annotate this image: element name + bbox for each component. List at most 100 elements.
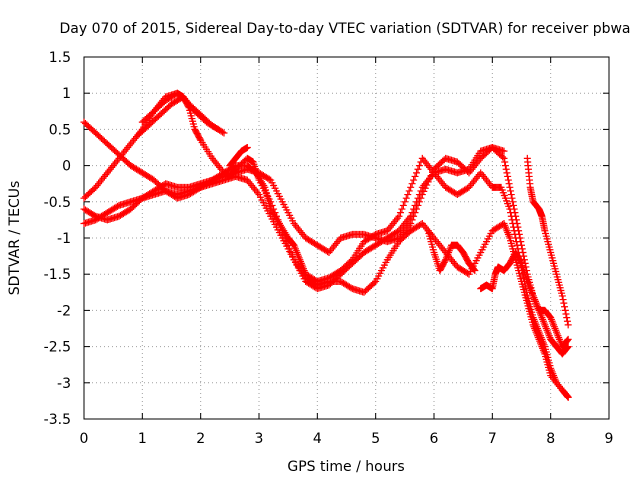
y-tick-label: -3.5 [44, 412, 71, 428]
data-point [510, 205, 518, 213]
data-point [518, 241, 525, 249]
y-tick-label: -2 [57, 303, 71, 319]
data-point [562, 310, 570, 318]
data-point [407, 183, 415, 191]
data-point [408, 180, 416, 188]
y-tick-label: -3 [57, 376, 71, 392]
data-point [196, 135, 204, 143]
data-point [410, 176, 418, 184]
data-point [513, 220, 521, 228]
data-point [517, 238, 525, 246]
data-point [398, 205, 406, 213]
data-point [404, 191, 412, 199]
tick-marks [83, 56, 610, 420]
series-trace-g [226, 144, 251, 170]
y-axis-label: SDTVAR / TECUs [7, 181, 23, 296]
data-point [519, 248, 527, 256]
data-point [408, 209, 416, 217]
x-tick-label: 8 [546, 431, 555, 447]
data-point [407, 212, 415, 220]
data-point [564, 343, 572, 351]
data-point [561, 306, 569, 314]
data-point [564, 335, 572, 343]
data-point [512, 216, 520, 224]
data-point [564, 393, 572, 401]
data-point [504, 172, 512, 180]
data-point [219, 128, 227, 136]
data-point [500, 154, 508, 162]
data-point [268, 201, 276, 209]
series-trace-i [477, 248, 572, 358]
data-point [499, 153, 507, 161]
chart-title: Day 070 of 2015, Sidereal Day-to-day VTE… [59, 21, 630, 37]
data-point [414, 194, 422, 202]
y-tick-label: -2.5 [44, 340, 71, 356]
data-point [405, 187, 413, 195]
data-point [243, 144, 251, 151]
data-point [505, 180, 513, 188]
data-point [501, 162, 509, 170]
data-point [396, 209, 404, 217]
data-point [274, 216, 282, 224]
data-point [563, 344, 571, 352]
series-trace-a [80, 118, 572, 401]
x-tick-label: 7 [488, 431, 497, 447]
data-point [220, 129, 228, 137]
data-point [563, 314, 571, 322]
data-point [518, 245, 526, 253]
y-tick-label: 0 [62, 159, 71, 175]
data-point [271, 209, 279, 217]
data-point [214, 125, 222, 133]
data-point [275, 220, 283, 228]
data-point [507, 187, 515, 195]
data-point [509, 198, 517, 206]
data-point [265, 175, 273, 183]
data-point [508, 194, 516, 202]
data-point [502, 165, 510, 173]
data-point [512, 212, 520, 220]
data-point [516, 234, 524, 242]
data-point [402, 194, 410, 202]
data-point [415, 191, 423, 199]
data-point [395, 212, 403, 220]
x-tick-label: 4 [313, 431, 322, 447]
x-tick-label: 5 [371, 431, 380, 447]
x-tick-label: 9 [605, 431, 614, 447]
data-point [413, 169, 420, 177]
series-trace-h [424, 227, 479, 275]
x-axis-label: GPS time / hours [287, 459, 404, 475]
series-trace-j [523, 154, 572, 329]
data-point [504, 176, 512, 184]
y-tick-label: -1 [57, 231, 71, 247]
x-tick-labels: 0 1 2 3 4 5 6 7 8 9 [80, 431, 614, 447]
data-point [558, 292, 566, 300]
data-points [80, 89, 572, 401]
data-point [517, 258, 525, 266]
data-point [213, 124, 221, 132]
data-point [370, 279, 378, 287]
data-point [413, 198, 420, 206]
data-point [511, 209, 519, 217]
data-point [520, 252, 528, 260]
data-point [267, 198, 275, 206]
data-point [401, 198, 409, 206]
data-point [399, 201, 407, 209]
data-point [503, 169, 511, 177]
data-point [441, 257, 449, 265]
data-point [415, 162, 423, 170]
data-point [559, 296, 567, 304]
data-point [563, 336, 571, 344]
data-point [270, 205, 278, 213]
data-point [514, 223, 522, 231]
data-point [563, 392, 571, 400]
data-point [407, 220, 415, 228]
x-tick-label: 2 [196, 431, 205, 447]
data-point [507, 191, 515, 199]
y-tick-label: 1 [62, 86, 71, 102]
data-point [411, 201, 419, 209]
x-tick-label: 3 [255, 431, 264, 447]
data-point [564, 321, 572, 329]
data-point [500, 147, 508, 155]
y-tick-label: 0.5 [49, 122, 71, 138]
data-point [471, 267, 479, 275]
